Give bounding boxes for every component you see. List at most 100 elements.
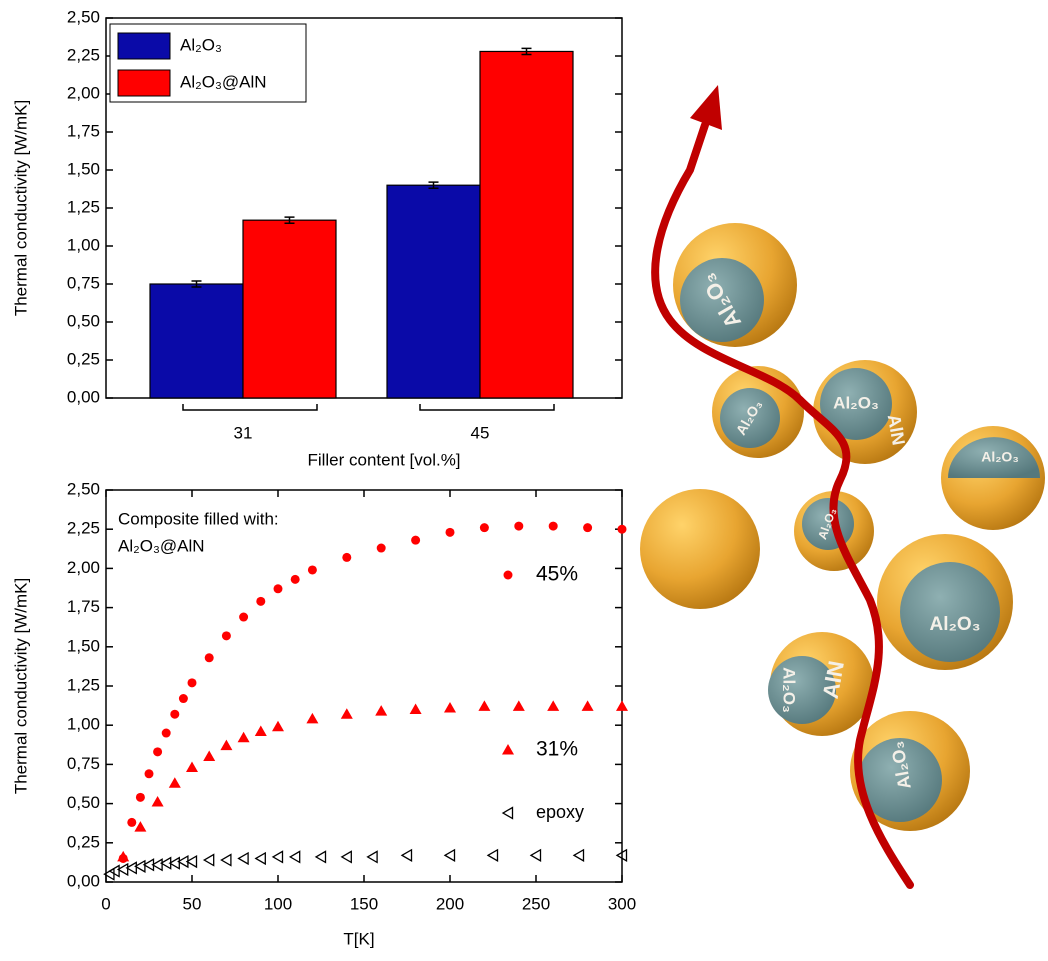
point [169, 777, 181, 788]
point [170, 710, 179, 719]
illustration [640, 85, 1045, 885]
illustration-label: Al₂O₃ [929, 614, 980, 635]
point [514, 522, 523, 531]
annotation: Al₂O₃@AlN [118, 536, 205, 555]
point [127, 818, 136, 827]
point [256, 853, 265, 864]
point [342, 553, 351, 562]
x-tick-label: 31 [234, 423, 253, 442]
point [549, 522, 558, 531]
category-bracket [420, 404, 554, 410]
bar [480, 51, 573, 398]
bar [387, 185, 480, 398]
x-axis-label: Filler content [vol.%] [307, 450, 460, 469]
point [238, 732, 250, 743]
point [256, 597, 265, 606]
y-tick-label: 2,00 [67, 558, 100, 577]
point [308, 565, 317, 574]
y-tick-label: 0,50 [67, 793, 100, 812]
illustration-label: Al₂O₃ [981, 449, 1019, 465]
point [513, 700, 525, 711]
point [377, 544, 386, 553]
y-tick-label: 0,50 [67, 311, 100, 330]
legend-label: Al₂O₃ [180, 35, 222, 54]
legend-label: Al₂O₃@AlN [180, 72, 267, 91]
y-tick-label: 1,50 [67, 636, 100, 655]
point [222, 631, 231, 640]
point [341, 708, 353, 719]
y-tick-label: 1,25 [67, 675, 100, 694]
y-tick-label: 1,00 [67, 715, 100, 734]
illustration-label: Al₂O₃ [780, 667, 799, 713]
x-tick-label: 300 [608, 894, 636, 913]
y-tick-label: 1,00 [67, 235, 100, 254]
arrow-head [690, 85, 722, 130]
point [255, 725, 267, 736]
x-axis-label: T[K] [343, 929, 374, 948]
legend-marker [504, 571, 513, 580]
point [239, 613, 248, 622]
y-tick-label: 1,75 [67, 121, 100, 140]
x-tick-label: 50 [183, 894, 202, 913]
illustration-label: Al₂O₃ [833, 393, 879, 412]
point [274, 584, 283, 593]
legend-label: 45% [536, 563, 578, 586]
point [162, 729, 171, 738]
point [547, 700, 559, 711]
point [306, 713, 318, 724]
point [616, 700, 628, 711]
point [203, 751, 215, 762]
y-tick-label: 0,75 [67, 754, 100, 773]
x-tick-label: 45 [471, 423, 490, 442]
y-tick-label: 1,75 [67, 597, 100, 616]
sphere [640, 489, 760, 609]
point [205, 653, 214, 662]
y-tick-label: 2,50 [67, 7, 100, 26]
y-tick-label: 0,25 [67, 349, 100, 368]
y-tick-label: 0,25 [67, 832, 100, 851]
point [411, 536, 420, 545]
point [316, 851, 326, 862]
point [375, 705, 387, 716]
point [531, 850, 541, 861]
point [444, 702, 456, 713]
point [291, 575, 300, 584]
point [145, 769, 154, 778]
point [446, 528, 455, 537]
category-bracket [183, 404, 317, 410]
annotation: Composite filled with: [118, 509, 279, 528]
y-tick-label: 2,25 [67, 45, 100, 64]
point [153, 747, 162, 756]
bar [150, 284, 243, 398]
legend-marker [503, 808, 513, 819]
y-tick-label: 0,75 [67, 273, 100, 292]
legend-label: 31% [536, 738, 578, 761]
point [188, 678, 197, 687]
legend-marker [502, 744, 514, 755]
point [480, 523, 489, 532]
point [410, 704, 422, 715]
point [574, 850, 584, 861]
legend-label: epoxy [536, 802, 584, 822]
point [272, 721, 284, 732]
point [445, 850, 455, 861]
point [290, 851, 300, 862]
y-tick-label: 0,00 [67, 871, 100, 890]
legend-swatch [118, 70, 170, 96]
point [368, 851, 378, 862]
x-tick-label: 0 [101, 894, 110, 913]
point [117, 851, 129, 862]
point [179, 694, 188, 703]
legend-swatch [118, 33, 170, 59]
point [221, 855, 231, 866]
point [478, 700, 490, 711]
point [186, 762, 198, 773]
point [152, 796, 164, 807]
point [136, 793, 145, 802]
bar [243, 220, 336, 398]
y-tick-label: 1,25 [67, 197, 100, 216]
point [273, 851, 283, 862]
y-tick-label: 2,00 [67, 83, 100, 102]
point [582, 700, 594, 711]
x-tick-label: 100 [264, 894, 292, 913]
